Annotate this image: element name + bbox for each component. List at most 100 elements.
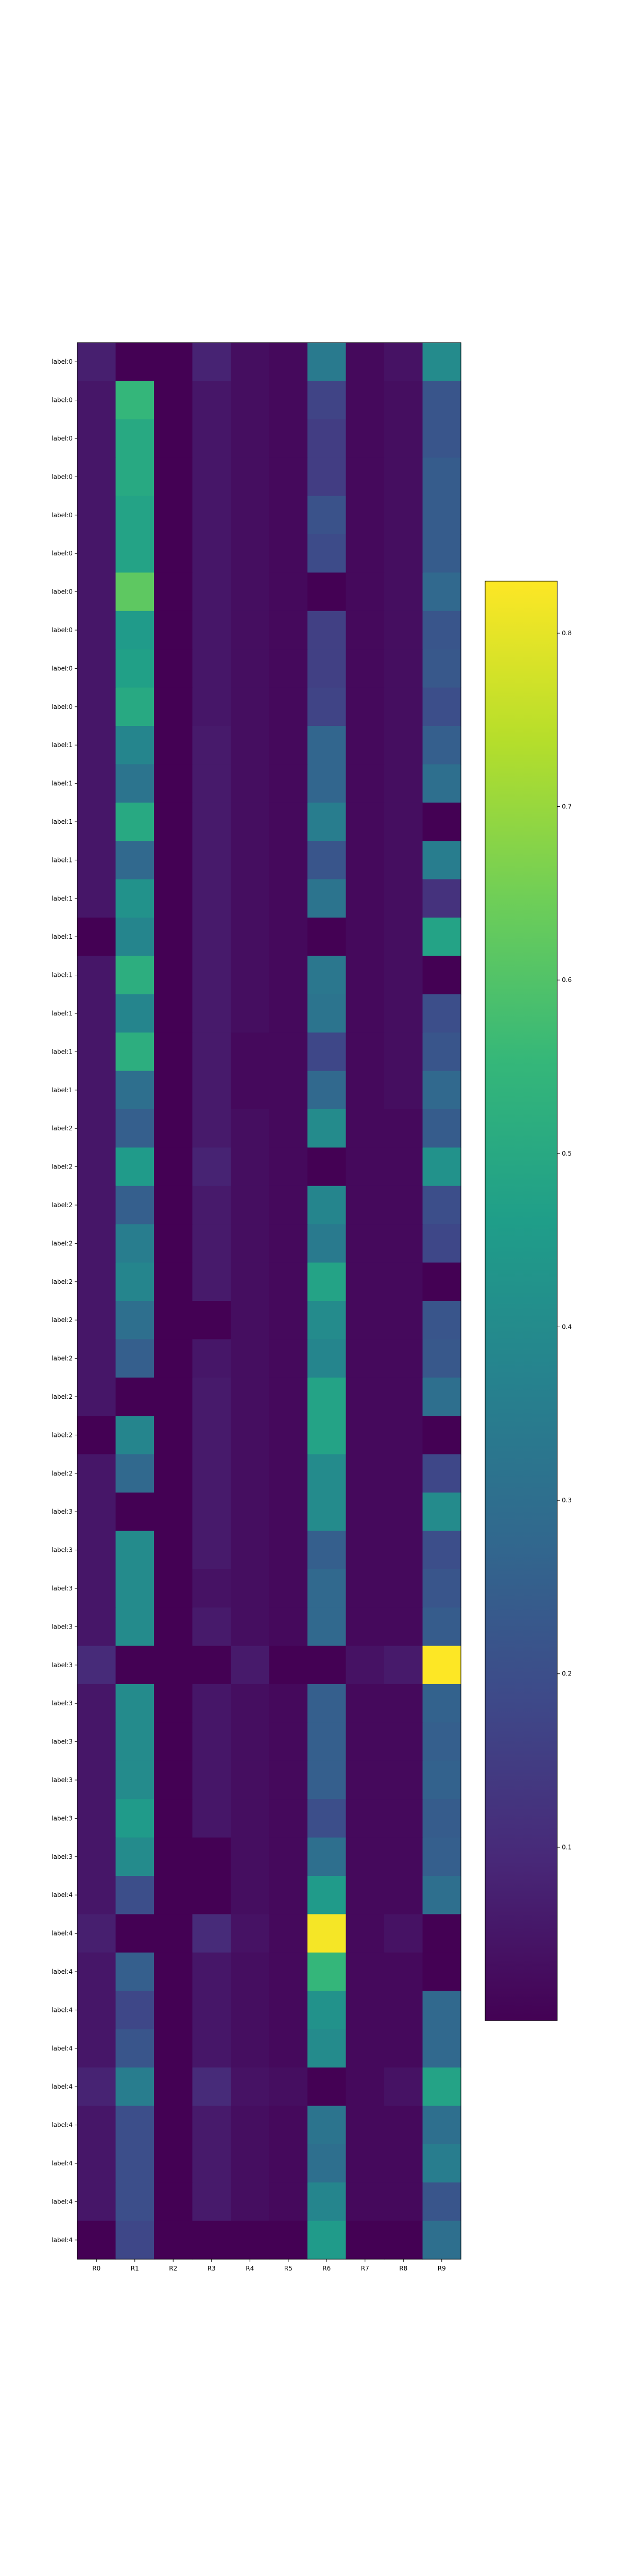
heatmap-cell: [192, 841, 231, 880]
heatmap-cell: [77, 1569, 116, 1608]
heatmap-cell: [154, 841, 193, 880]
heatmap-cell: [422, 1531, 461, 1570]
heatmap-cell: [307, 2144, 347, 2183]
heatmap-cell: [307, 457, 347, 497]
heatmap-cell: [77, 764, 116, 803]
heatmap-cell: [384, 1799, 423, 1838]
heatmap-cell: [77, 419, 116, 458]
heatmap-cell: [422, 572, 461, 612]
heatmap-cell: [307, 956, 347, 995]
heatmap-cell: [307, 1454, 347, 1493]
heatmap-cell: [231, 687, 270, 726]
heatmap-cell: [77, 611, 116, 650]
heatmap-cell: [231, 2106, 270, 2145]
heatmap-cell: [422, 841, 461, 880]
heatmap-cell: [231, 841, 270, 880]
column-label: R6: [322, 2265, 331, 2272]
heatmap-cell: [422, 1301, 461, 1340]
row-label: label:2: [52, 1201, 73, 1209]
heatmap-cell: [307, 1185, 347, 1225]
heatmap-cell: [231, 1262, 270, 1301]
colorbar-tick-label: 0.2: [562, 1670, 572, 1677]
heatmap-cell: [77, 1876, 116, 1914]
heatmap-cell: [384, 2221, 423, 2260]
heatmap-cell: [269, 2144, 308, 2183]
heatmap-cell: [346, 1262, 385, 1301]
row-label: label:1: [52, 1087, 73, 1094]
heatmap-cell: [115, 1607, 154, 1647]
heatmap-cell: [115, 2221, 154, 2260]
row-label: label:3: [52, 1508, 73, 1515]
heatmap-cell: [231, 1493, 270, 1531]
heatmap-cell: [346, 2144, 385, 2183]
heatmap-cell: [231, 1876, 270, 1914]
heatmap-cell: [231, 1569, 270, 1608]
heatmap-cell: [154, 649, 193, 688]
heatmap-cell: [77, 918, 116, 956]
heatmap-cell: [115, 1262, 154, 1301]
row-label: label:3: [52, 1776, 73, 1784]
heatmap-cell: [269, 1032, 308, 1072]
heatmap-cell: [384, 1147, 423, 1187]
heatmap-cell: [384, 802, 423, 841]
heatmap-cell: [231, 2182, 270, 2222]
heatmap-cell: [77, 1952, 116, 1991]
heatmap-cell: [231, 649, 270, 688]
heatmap-cell: [422, 1952, 461, 1991]
row-label: label:3: [52, 1815, 73, 1822]
heatmap-cell: [192, 611, 231, 650]
heatmap-cell: [115, 2106, 154, 2145]
heatmap-cell: [269, 457, 308, 497]
heatmap-cell: [231, 1301, 270, 1340]
heatmap-cell: [422, 1722, 461, 1761]
heatmap-cell: [192, 1301, 231, 1340]
heatmap-cell: [154, 1185, 193, 1225]
heatmap-cell: [77, 726, 116, 765]
heatmap-cell: [346, 1646, 385, 1685]
heatmap-cell: [192, 1760, 231, 1800]
heatmap-cell: [346, 1377, 385, 1416]
heatmap-cell: [115, 572, 154, 612]
heatmap-cell: [346, 1032, 385, 1072]
heatmap-cell: [231, 2029, 270, 2068]
heatmap-cell: [346, 1185, 385, 1225]
heatmap-cell: [269, 343, 308, 381]
heatmap-cell: [192, 918, 231, 956]
heatmap-cell: [115, 1185, 154, 1225]
heatmap-cell: [192, 1684, 231, 1723]
heatmap-cell: [231, 2144, 270, 2183]
heatmap-cell: [154, 1684, 193, 1723]
row-label: label:2: [52, 1393, 73, 1400]
heatmap-cell: [77, 572, 116, 612]
heatmap-cell: [77, 457, 116, 497]
heatmap-cell: [231, 1760, 270, 1800]
row-label: label:2: [52, 1125, 73, 1132]
heatmap-cell: [346, 1339, 385, 1378]
colorbar-tick-label: 0.4: [562, 1323, 572, 1330]
row-label: label:0: [52, 626, 73, 634]
heatmap-cell: [346, 343, 385, 381]
heatmap-cell: [231, 1454, 270, 1493]
heatmap-cell: [422, 419, 461, 458]
heatmap-cell: [154, 1262, 193, 1301]
heatmap-cell: [307, 1224, 347, 1263]
colorbar-ticks: 0.1 0.2 0.3 0.4 0.5 0.6 0.7 0.8: [557, 630, 572, 1851]
heatmap-cell: [154, 802, 193, 841]
row-label: label:2: [52, 1163, 73, 1171]
heatmap-cell: [307, 1032, 347, 1072]
heatmap-cell: [269, 2106, 308, 2145]
heatmap-cell: [422, 1032, 461, 1072]
heatmap-cells: [77, 343, 461, 2260]
row-label: label:0: [52, 473, 73, 480]
heatmap-cell: [346, 2106, 385, 2145]
heatmap-cell: [422, 1646, 461, 1685]
heatmap-cell: [384, 343, 423, 381]
heatmap-cell: [346, 457, 385, 497]
heatmap-cell: [346, 1876, 385, 1914]
heatmap-cell: [269, 2067, 308, 2106]
heatmap-cell: [231, 764, 270, 803]
row-label: label:0: [52, 435, 73, 442]
heatmap-cell: [384, 1914, 423, 1953]
heatmap-cell: [384, 879, 423, 918]
